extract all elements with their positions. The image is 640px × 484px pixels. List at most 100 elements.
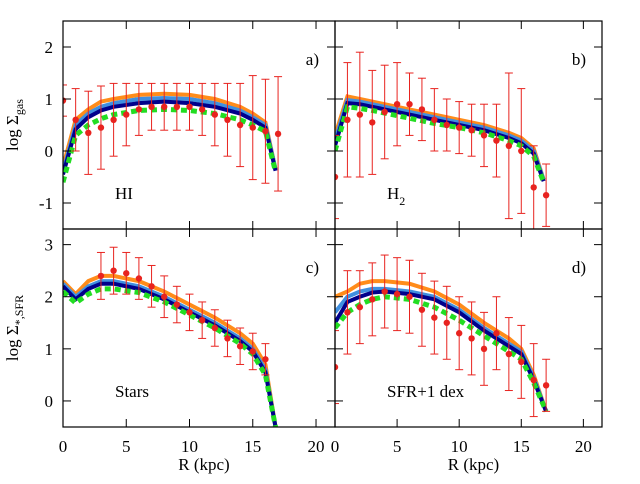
x-tick-label: 20 (308, 437, 325, 456)
annotation-sub: 2 (399, 194, 405, 208)
data-point (455, 124, 463, 131)
annotation: Stars (115, 382, 149, 401)
model-line (63, 106, 278, 183)
data-point (418, 306, 426, 313)
data-point (356, 303, 364, 311)
x-tick-label: 5 (122, 437, 131, 456)
data-point (393, 290, 401, 298)
y-tick-label: 2 (45, 288, 54, 307)
data-point (110, 116, 117, 124)
data-point (431, 314, 438, 321)
y-axis-label: log Σ*,SFR (3, 295, 26, 361)
y-axis-label-text: log Σ (3, 325, 22, 361)
data-point (493, 137, 500, 144)
annotation-text: SFR+1 dex (387, 382, 465, 401)
data-point (97, 272, 105, 280)
annotation-text: H (387, 184, 399, 203)
data-point (236, 343, 244, 350)
x-tick-label: 15 (513, 437, 530, 456)
data-point (335, 363, 339, 371)
y-tick-label: 1 (45, 340, 54, 359)
data-point (381, 288, 388, 295)
data-point (249, 348, 256, 355)
panel-label: b) (572, 50, 586, 69)
y-axis-label-sub: gas (12, 99, 26, 115)
x-tick-label: 10 (181, 437, 198, 456)
data-point (161, 293, 168, 300)
annotation: HI (115, 184, 133, 203)
x-tick-label: 20 (575, 437, 592, 456)
plot-area (335, 254, 551, 418)
data-point (274, 130, 282, 138)
y-axis-label: log Σgas (3, 99, 26, 151)
data-point (85, 129, 92, 136)
data-point (262, 128, 269, 135)
data-point (344, 116, 351, 124)
y-tick-label: 0 (45, 142, 54, 161)
data-point (480, 132, 488, 139)
y-tick-label: -1 (39, 194, 53, 213)
x-tick-label: 10 (451, 437, 468, 456)
data-point (369, 296, 376, 303)
data-point (480, 345, 488, 353)
data-point (518, 147, 525, 155)
data-point (123, 111, 130, 118)
plot-area (335, 51, 551, 229)
data-point (224, 116, 231, 124)
data-point (262, 356, 269, 363)
data-point (186, 103, 193, 111)
panel-label: a) (306, 50, 319, 69)
data-point (542, 382, 550, 389)
x-tick-label: 0 (331, 437, 340, 456)
data-point (356, 111, 364, 118)
data-point (161, 103, 168, 111)
data-point (173, 103, 181, 111)
data-point (455, 330, 463, 337)
panel-label: d) (572, 258, 586, 277)
data-point (431, 116, 438, 124)
data-point (443, 121, 450, 129)
y-axis-label-sub: *,SFR (12, 295, 26, 325)
panel-label: c) (306, 258, 319, 277)
data-point (542, 192, 550, 199)
plot-area (63, 75, 283, 192)
data-point (369, 119, 376, 126)
panel-frame (62, 20, 336, 230)
annotation-text: Stars (115, 382, 149, 401)
data-point (173, 301, 181, 308)
data-point (224, 335, 231, 342)
data-point (406, 293, 413, 300)
data-point (468, 335, 475, 342)
data-point (530, 184, 537, 191)
panel-frame (334, 228, 603, 428)
x-axis-label: R (kpc) (448, 455, 499, 474)
y-tick-label: 3 (45, 236, 54, 255)
annotation: H2 (387, 184, 405, 208)
data-point (505, 350, 513, 358)
y-tick-label: 1 (45, 90, 54, 109)
plot-area (63, 246, 278, 427)
y-tick-label: 2 (45, 38, 54, 57)
model-line (63, 281, 278, 427)
data-point (493, 330, 500, 337)
data-point (381, 108, 388, 116)
data-point (443, 319, 450, 326)
data-point (135, 106, 143, 113)
data-point (148, 103, 155, 111)
model-line (63, 91, 278, 170)
data-point (406, 101, 413, 108)
data-point (97, 124, 105, 131)
data-point (211, 111, 219, 118)
data-point (468, 127, 475, 134)
annotation: SFR+1 dex (387, 382, 465, 401)
data-point (393, 101, 401, 108)
data-point (135, 275, 143, 282)
data-point (123, 270, 130, 277)
data-point (418, 106, 426, 113)
data-point (518, 358, 525, 366)
data-point (505, 142, 513, 149)
data-point (530, 376, 537, 384)
data-point (198, 106, 206, 113)
